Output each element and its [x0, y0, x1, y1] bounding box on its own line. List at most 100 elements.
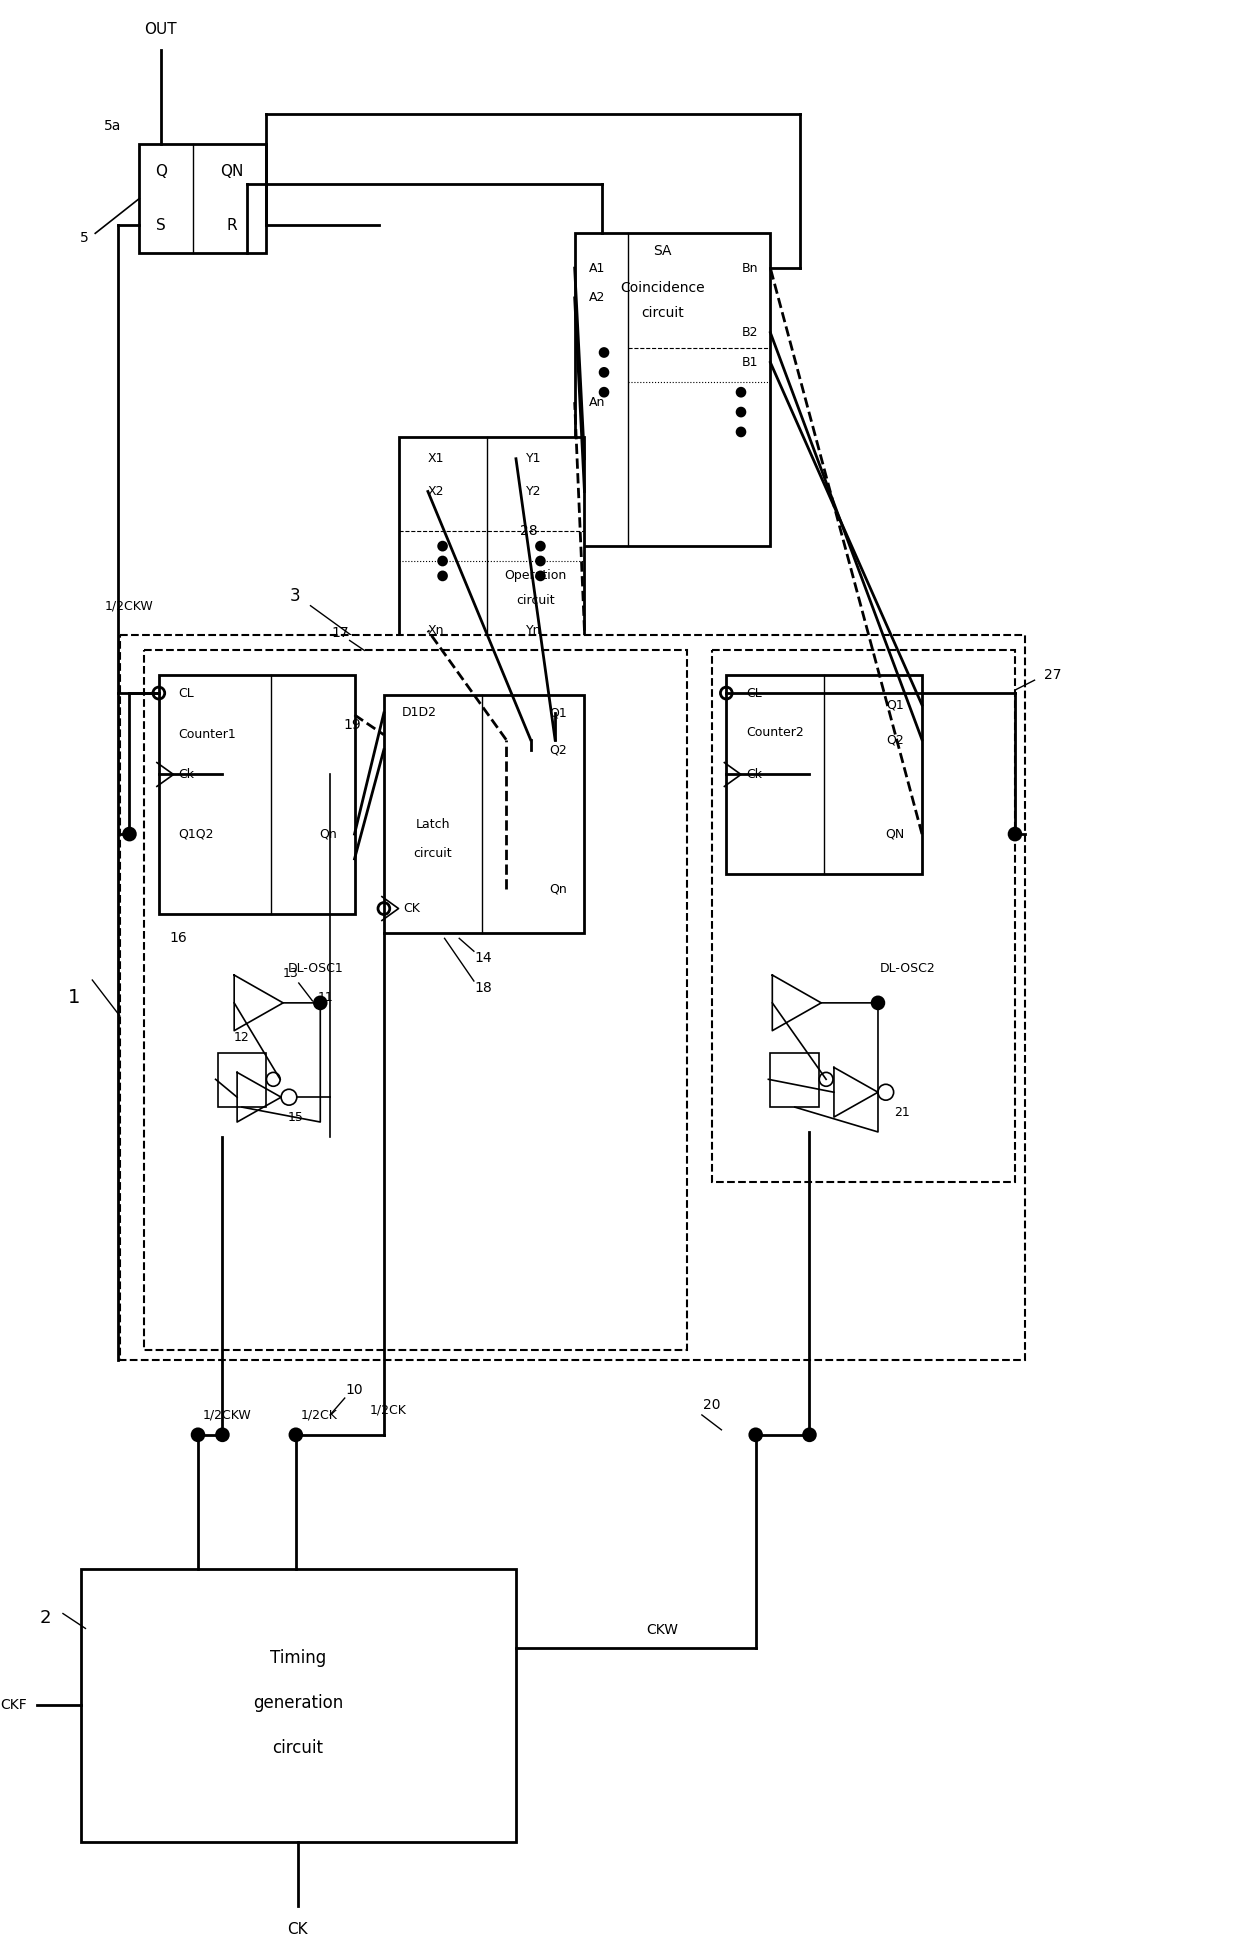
- Bar: [81, 1569, 516, 1842]
- Bar: [159, 675, 355, 913]
- Text: R: R: [227, 219, 238, 232]
- Circle shape: [537, 557, 544, 565]
- Circle shape: [439, 573, 446, 580]
- Text: 15: 15: [288, 1111, 304, 1124]
- Circle shape: [872, 997, 884, 1008]
- Text: 21: 21: [894, 1105, 910, 1118]
- Text: Counter1: Counter1: [179, 728, 236, 741]
- Text: CK: CK: [288, 1921, 308, 1935]
- Text: Q1: Q1: [887, 699, 904, 712]
- Bar: [712, 650, 1016, 1182]
- Text: Counter2: Counter2: [746, 726, 804, 739]
- Text: 19: 19: [343, 718, 361, 731]
- Text: X1: X1: [428, 453, 444, 464]
- Bar: [574, 234, 770, 546]
- Text: CK: CK: [403, 902, 420, 915]
- Text: circuit: circuit: [516, 594, 554, 608]
- Text: Qn: Qn: [549, 882, 567, 896]
- Circle shape: [537, 573, 544, 580]
- Text: circuit: circuit: [273, 1738, 324, 1757]
- Text: A2: A2: [589, 292, 605, 304]
- Text: circuit: circuit: [413, 848, 453, 861]
- Text: Qn: Qn: [319, 828, 337, 840]
- Bar: [120, 635, 1024, 1360]
- Text: Q1: Q1: [549, 706, 567, 720]
- Text: 10: 10: [346, 1384, 363, 1397]
- Text: 3: 3: [290, 586, 301, 606]
- Bar: [770, 1053, 820, 1107]
- Text: Operation: Operation: [505, 569, 567, 582]
- Text: Q: Q: [155, 164, 167, 180]
- Text: 5: 5: [79, 232, 88, 246]
- Circle shape: [750, 1428, 761, 1442]
- Text: 27: 27: [1044, 668, 1061, 683]
- Circle shape: [537, 542, 544, 550]
- Text: QN: QN: [221, 164, 244, 180]
- Text: CL: CL: [746, 687, 761, 700]
- Text: Q2: Q2: [887, 733, 904, 747]
- Circle shape: [217, 1428, 228, 1442]
- Text: S: S: [156, 219, 166, 232]
- Text: 2: 2: [40, 1610, 51, 1627]
- Text: DL-OSC1: DL-OSC1: [288, 962, 343, 975]
- Text: B2: B2: [742, 327, 759, 339]
- Bar: [398, 437, 584, 739]
- Text: 18: 18: [475, 981, 492, 995]
- Text: An: An: [589, 395, 605, 408]
- Text: 1: 1: [68, 989, 81, 1008]
- Text: 1/2CK: 1/2CK: [301, 1409, 337, 1422]
- Circle shape: [804, 1428, 816, 1442]
- Text: Y2: Y2: [526, 486, 541, 497]
- Text: 1/2CK: 1/2CK: [370, 1403, 405, 1416]
- Text: 20: 20: [703, 1397, 720, 1413]
- Text: Ck: Ck: [179, 768, 195, 782]
- Text: D1D2: D1D2: [402, 706, 436, 720]
- Text: 17: 17: [331, 625, 348, 639]
- Circle shape: [315, 997, 326, 1008]
- Text: 14: 14: [475, 952, 492, 966]
- Text: 16: 16: [170, 931, 187, 946]
- Text: 5a: 5a: [104, 120, 122, 134]
- Bar: [144, 650, 687, 1351]
- Text: CL: CL: [179, 687, 195, 700]
- Text: Y1: Y1: [526, 453, 541, 464]
- Text: Ck: Ck: [746, 768, 761, 782]
- Text: Bn: Bn: [742, 261, 759, 275]
- Circle shape: [737, 408, 745, 416]
- Circle shape: [600, 389, 608, 397]
- Circle shape: [1009, 828, 1021, 840]
- Text: 1/2CKW: 1/2CKW: [203, 1409, 252, 1422]
- Text: 28: 28: [520, 524, 537, 538]
- Text: Yn: Yn: [526, 623, 541, 637]
- Text: QN: QN: [885, 828, 904, 840]
- Text: X2: X2: [428, 486, 444, 497]
- Circle shape: [600, 348, 608, 356]
- Text: CKF: CKF: [0, 1697, 27, 1712]
- Circle shape: [737, 389, 745, 397]
- Text: 1/2CKW: 1/2CKW: [105, 600, 154, 611]
- Bar: [139, 143, 267, 253]
- Bar: [727, 675, 923, 875]
- Circle shape: [290, 1428, 301, 1442]
- Bar: [384, 695, 584, 933]
- Text: B1: B1: [742, 356, 759, 370]
- Text: A1: A1: [589, 261, 605, 275]
- Text: Timing: Timing: [269, 1649, 326, 1668]
- Text: Latch: Latch: [415, 819, 450, 830]
- Circle shape: [192, 1428, 203, 1442]
- Text: CKW: CKW: [647, 1623, 678, 1637]
- Text: 12: 12: [234, 1031, 250, 1045]
- Text: generation: generation: [253, 1693, 343, 1712]
- Text: SA: SA: [653, 244, 672, 257]
- Circle shape: [737, 428, 745, 435]
- Text: circuit: circuit: [641, 306, 684, 319]
- Text: 11: 11: [317, 991, 334, 1004]
- Bar: [217, 1053, 267, 1107]
- Circle shape: [439, 557, 446, 565]
- Text: Q1Q2: Q1Q2: [179, 828, 215, 840]
- Text: Coincidence: Coincidence: [620, 281, 706, 294]
- Text: Xn: Xn: [428, 623, 444, 637]
- Circle shape: [600, 368, 608, 375]
- Text: OUT: OUT: [145, 23, 177, 37]
- Circle shape: [124, 828, 135, 840]
